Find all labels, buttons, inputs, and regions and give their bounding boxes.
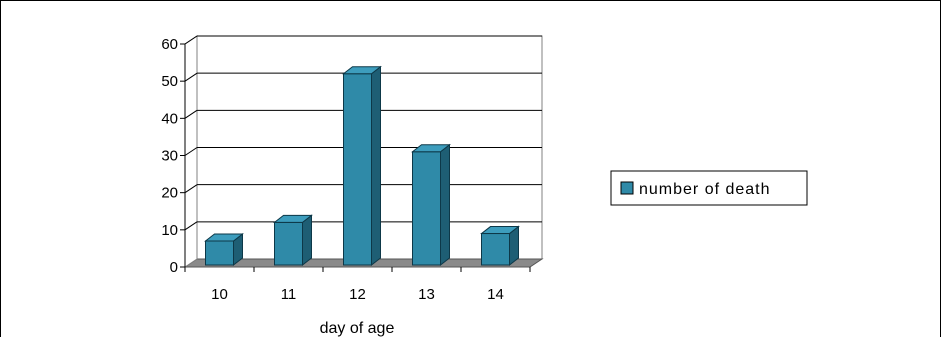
y-tick-label: 50 bbox=[161, 73, 178, 90]
y-tick-label: 40 bbox=[161, 110, 178, 127]
gridline-side bbox=[184, 221, 198, 231]
y-tick-label: 0 bbox=[170, 259, 178, 276]
y-tick-label: 10 bbox=[161, 222, 178, 239]
legend-label: number of death bbox=[639, 181, 771, 198]
bar-top bbox=[411, 144, 451, 153]
bar-side bbox=[440, 143, 450, 267]
gridline-side bbox=[184, 72, 198, 82]
bar-front bbox=[481, 233, 510, 266]
bar-layer bbox=[204, 65, 520, 267]
bar-front bbox=[412, 151, 441, 266]
bar-side bbox=[302, 214, 312, 267]
gridline-side bbox=[184, 109, 198, 119]
legend: number of death bbox=[610, 170, 808, 206]
legend-box bbox=[610, 170, 808, 206]
x-tick-label: 10 bbox=[211, 286, 228, 303]
bar-top bbox=[480, 226, 520, 235]
y-tick-label: 20 bbox=[161, 185, 178, 202]
y-tick-label: 30 bbox=[161, 148, 178, 165]
bar-top bbox=[273, 214, 313, 223]
legend-swatch bbox=[620, 181, 634, 195]
gridline-side bbox=[184, 147, 198, 156]
y-tick-label: 60 bbox=[161, 36, 178, 53]
bar-front bbox=[343, 73, 372, 266]
bar-top bbox=[342, 66, 382, 75]
x-tick-label: 14 bbox=[487, 286, 504, 303]
x-tick-label: 11 bbox=[281, 286, 297, 303]
gridline-side bbox=[184, 35, 198, 45]
label-layer: 0 10 20 30 40 50 60 10 11 12 13 14 bbox=[161, 36, 504, 303]
x-axis-title: day of age bbox=[320, 320, 395, 337]
bar-side bbox=[371, 65, 381, 267]
bar-top bbox=[204, 233, 244, 242]
axis-layer bbox=[180, 43, 531, 272]
x-tick-label: 13 bbox=[418, 286, 435, 303]
gridline-side bbox=[184, 184, 198, 194]
bar-front bbox=[205, 240, 234, 266]
x-tick-label: 12 bbox=[349, 286, 366, 303]
bar-front bbox=[274, 221, 303, 266]
